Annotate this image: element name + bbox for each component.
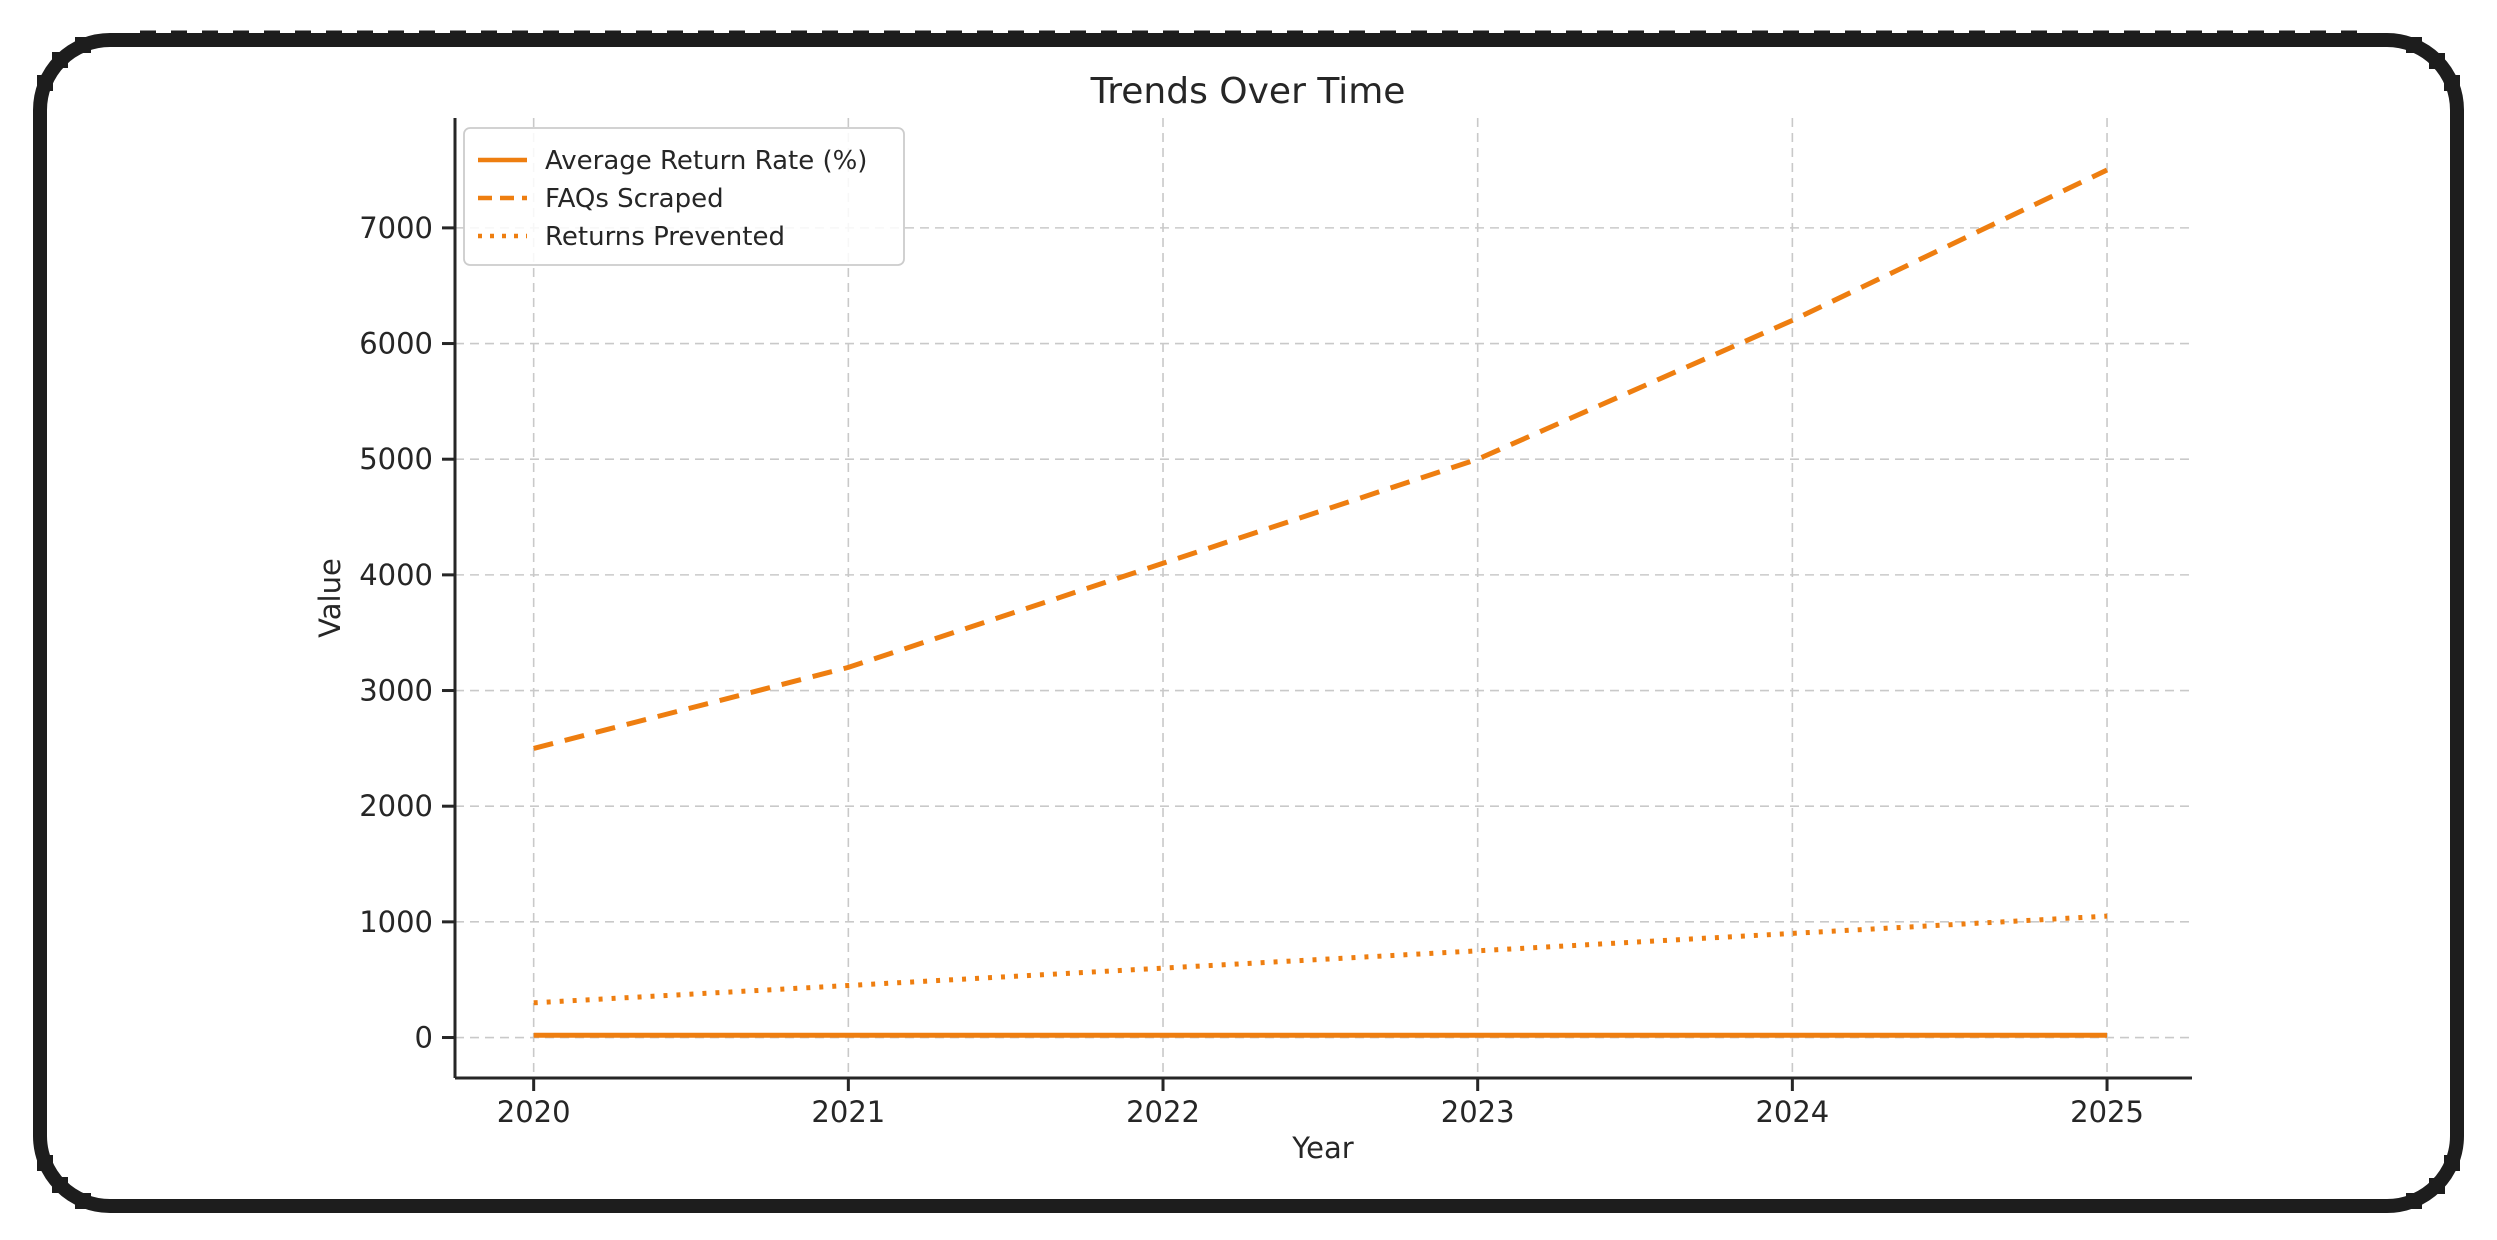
axes-layer: 2020 2021 2022 2023 2024 2025 0 1000 2000 3000 400… <box>359 118 2192 1129</box>
series-line-faqs-scraped <box>533 167 2109 751</box>
y-tick-label: 6000 <box>359 327 433 361</box>
x-tick-label: 2023 <box>1441 1095 1515 1129</box>
legend-item-label: Average Return Rate (%) <box>545 146 867 176</box>
legend-item-label: FAQs Scraped <box>545 184 724 214</box>
decorative-frame <box>33 30 2464 1213</box>
legend-item: Average Return Rate (%) <box>478 146 867 176</box>
y-tick-label: 0 <box>415 1021 433 1055</box>
series-layer <box>533 167 2109 1038</box>
y-tick-label: 7000 <box>359 211 433 245</box>
x-tick-label: 2020 <box>497 1095 571 1129</box>
x-tick-label: 2024 <box>1755 1095 1829 1129</box>
x-axis-label: Year <box>1291 1131 1353 1165</box>
y-tick-label: 3000 <box>359 674 433 708</box>
x-tick-label: 2022 <box>1126 1095 1200 1129</box>
x-tick-label: 2025 <box>2070 1095 2144 1129</box>
legend-item: Returns Prevented <box>478 222 785 252</box>
frame-corner-steps <box>37 37 2460 1209</box>
y-axis-label: Value <box>313 558 347 638</box>
legend: Average Return Rate (%) FAQs Scraped Retur… <box>463 127 905 266</box>
legend-box <box>463 127 905 266</box>
y-tick-label: 4000 <box>359 558 433 592</box>
x-tick-label: 2021 <box>811 1095 885 1129</box>
legend-item: FAQs Scraped <box>478 184 724 214</box>
series-line-returns-prevented <box>533 913 2108 1006</box>
y-tick-label: 1000 <box>359 905 433 939</box>
y-tick-label: 5000 <box>359 442 433 476</box>
chart-title: Trends Over Time <box>1090 71 1406 112</box>
frame-border <box>33 33 2464 1213</box>
legend-item-label: Returns Prevented <box>545 222 785 252</box>
y-tick-label: 2000 <box>359 789 433 823</box>
